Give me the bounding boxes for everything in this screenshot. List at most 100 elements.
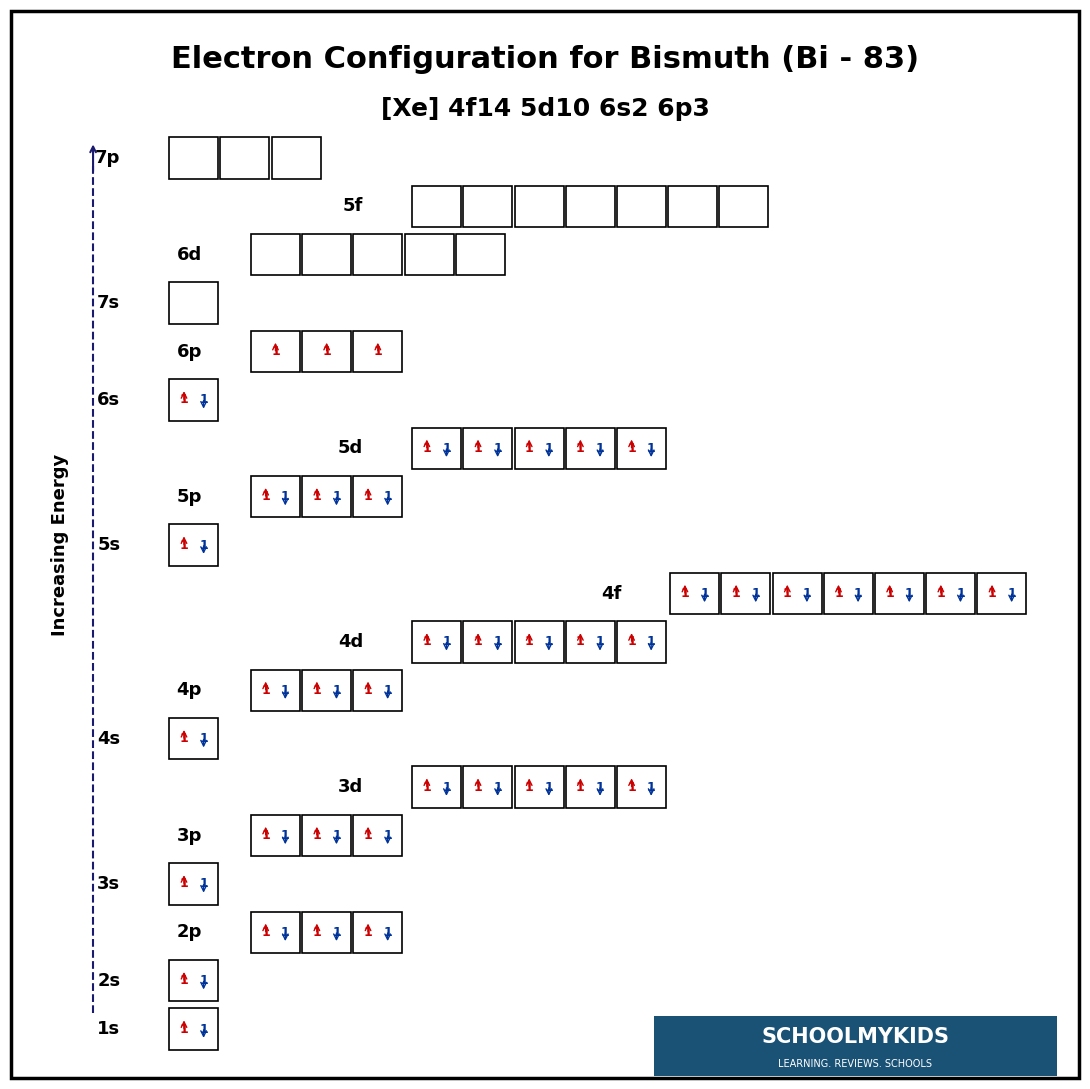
- Bar: [353, 234, 402, 276]
- FancyBboxPatch shape: [11, 11, 1079, 1078]
- Bar: [251, 331, 300, 372]
- Text: 1: 1: [700, 587, 708, 600]
- Text: 1: 1: [180, 539, 189, 552]
- Text: 1: 1: [199, 539, 208, 552]
- Text: 1: 1: [576, 442, 584, 455]
- Text: 7p: 7p: [95, 149, 120, 167]
- Text: 6s: 6s: [97, 391, 120, 408]
- Bar: [353, 815, 402, 856]
- Bar: [353, 476, 402, 517]
- Text: 1: 1: [988, 587, 996, 600]
- Text: 5f: 5f: [342, 197, 363, 216]
- Bar: [566, 185, 615, 227]
- Text: 1: 1: [494, 635, 502, 648]
- Bar: [773, 573, 822, 614]
- Text: 1: 1: [524, 781, 534, 794]
- Text: 1: 1: [905, 587, 913, 600]
- Bar: [514, 428, 564, 469]
- Text: [Xe] 4f14 5d10 6s2 6p3: [Xe] 4f14 5d10 6s2 6p3: [380, 97, 710, 121]
- Bar: [302, 476, 351, 517]
- Text: 6d: 6d: [177, 246, 202, 264]
- Bar: [353, 331, 402, 372]
- Text: 1: 1: [332, 926, 341, 939]
- Text: 1: 1: [595, 635, 604, 648]
- Text: 1: 1: [180, 975, 189, 988]
- Text: 5p: 5p: [177, 488, 202, 505]
- Text: 1: 1: [627, 635, 635, 648]
- Text: SCHOOLMYKIDS: SCHOOLMYKIDS: [761, 1027, 949, 1047]
- Bar: [251, 670, 300, 711]
- Bar: [670, 573, 719, 614]
- Bar: [220, 137, 269, 179]
- Text: 1: 1: [199, 393, 208, 406]
- Text: 1: 1: [180, 878, 189, 891]
- Bar: [926, 573, 976, 614]
- Text: 1: 1: [199, 1023, 208, 1036]
- Text: 1: 1: [313, 490, 322, 503]
- Bar: [169, 864, 218, 905]
- Text: 5s: 5s: [97, 536, 120, 554]
- Bar: [302, 815, 351, 856]
- Text: 1: 1: [313, 829, 322, 842]
- Text: 4s: 4s: [97, 730, 120, 748]
- Text: 1: 1: [544, 442, 554, 455]
- Bar: [251, 234, 300, 276]
- Bar: [412, 428, 461, 469]
- Text: 1: 1: [646, 442, 655, 455]
- Bar: [412, 621, 461, 662]
- Text: 1: 1: [646, 781, 655, 794]
- Text: 1: 1: [384, 926, 392, 939]
- Text: 1: 1: [199, 878, 208, 891]
- Bar: [251, 911, 300, 953]
- Text: 1: 1: [281, 926, 290, 939]
- Text: 3s: 3s: [97, 874, 120, 893]
- Bar: [353, 911, 402, 953]
- Text: 1: 1: [180, 393, 189, 406]
- Text: 5d: 5d: [338, 439, 363, 457]
- Bar: [302, 234, 351, 276]
- Text: 1: 1: [576, 635, 584, 648]
- Bar: [566, 621, 615, 662]
- Bar: [668, 185, 717, 227]
- Text: 1: 1: [364, 926, 373, 939]
- Bar: [654, 1016, 1057, 1076]
- Text: 3d: 3d: [338, 779, 363, 796]
- Text: 1: 1: [384, 829, 392, 842]
- Text: 1: 1: [853, 587, 862, 600]
- Bar: [169, 960, 218, 1002]
- Text: 1: 1: [281, 684, 290, 697]
- Text: 1: 1: [384, 490, 392, 503]
- Text: 7s: 7s: [97, 294, 120, 313]
- Text: 1: 1: [313, 684, 322, 697]
- Text: 1: 1: [494, 442, 502, 455]
- Text: 1: 1: [423, 781, 432, 794]
- Bar: [514, 185, 564, 227]
- Bar: [302, 670, 351, 711]
- Bar: [978, 573, 1027, 614]
- Text: 1: 1: [936, 587, 945, 600]
- Text: 4f: 4f: [601, 585, 621, 602]
- Text: 1: 1: [262, 829, 270, 842]
- Text: 1: 1: [423, 635, 432, 648]
- Bar: [463, 185, 512, 227]
- Bar: [404, 234, 453, 276]
- Text: 1: 1: [731, 587, 740, 600]
- Text: 1: 1: [783, 587, 791, 600]
- Text: 2p: 2p: [177, 923, 202, 941]
- Bar: [251, 815, 300, 856]
- Text: 1: 1: [595, 442, 604, 455]
- Text: 1: 1: [443, 635, 451, 648]
- Text: 1: 1: [474, 635, 483, 648]
- Text: 1: 1: [627, 781, 635, 794]
- Bar: [169, 379, 218, 420]
- Text: 1: 1: [313, 926, 322, 939]
- Bar: [514, 767, 564, 808]
- Bar: [412, 767, 461, 808]
- Text: 3p: 3p: [177, 827, 202, 844]
- Text: 1: 1: [751, 587, 760, 600]
- Text: 1: 1: [384, 684, 392, 697]
- Text: 1: 1: [364, 490, 373, 503]
- Bar: [169, 1008, 218, 1050]
- Text: 1: 1: [423, 442, 432, 455]
- Text: 1: 1: [885, 587, 894, 600]
